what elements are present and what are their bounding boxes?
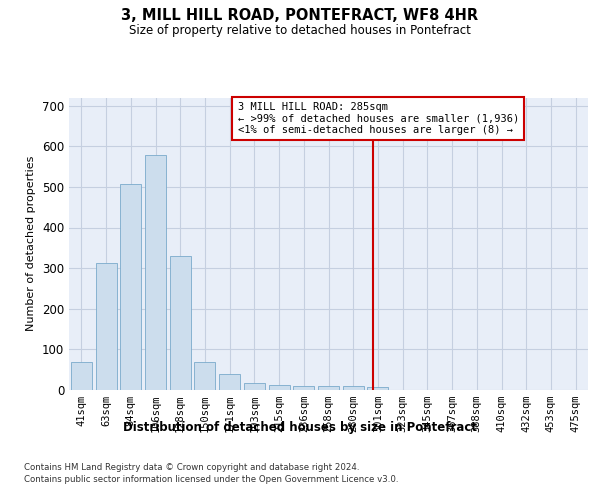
Text: 3 MILL HILL ROAD: 285sqm
← >99% of detached houses are smaller (1,936)
<1% of se: 3 MILL HILL ROAD: 285sqm ← >99% of detac… (238, 102, 519, 135)
Text: 3, MILL HILL ROAD, PONTEFRACT, WF8 4HR: 3, MILL HILL ROAD, PONTEFRACT, WF8 4HR (121, 8, 479, 22)
Bar (170, 256, 191, 390)
Bar (293, 386, 314, 390)
Bar (95, 263, 116, 390)
Bar (318, 386, 339, 390)
Bar (244, 382, 265, 390)
Y-axis label: Number of detached properties: Number of detached properties (26, 156, 37, 332)
Text: Contains public sector information licensed under the Open Government Licence v3: Contains public sector information licen… (24, 475, 398, 484)
Bar (145, 155, 166, 390)
Text: Size of property relative to detached houses in Pontefract: Size of property relative to detached ho… (129, 24, 471, 37)
Bar (194, 362, 215, 390)
Text: Contains HM Land Registry data © Crown copyright and database right 2024.: Contains HM Land Registry data © Crown c… (24, 462, 359, 471)
Bar (71, 362, 92, 390)
Bar (120, 184, 141, 390)
Bar (219, 374, 240, 390)
Bar (367, 387, 388, 390)
Text: Distribution of detached houses by size in Pontefract: Distribution of detached houses by size … (123, 421, 477, 434)
Bar (343, 386, 364, 390)
Bar (269, 385, 290, 390)
